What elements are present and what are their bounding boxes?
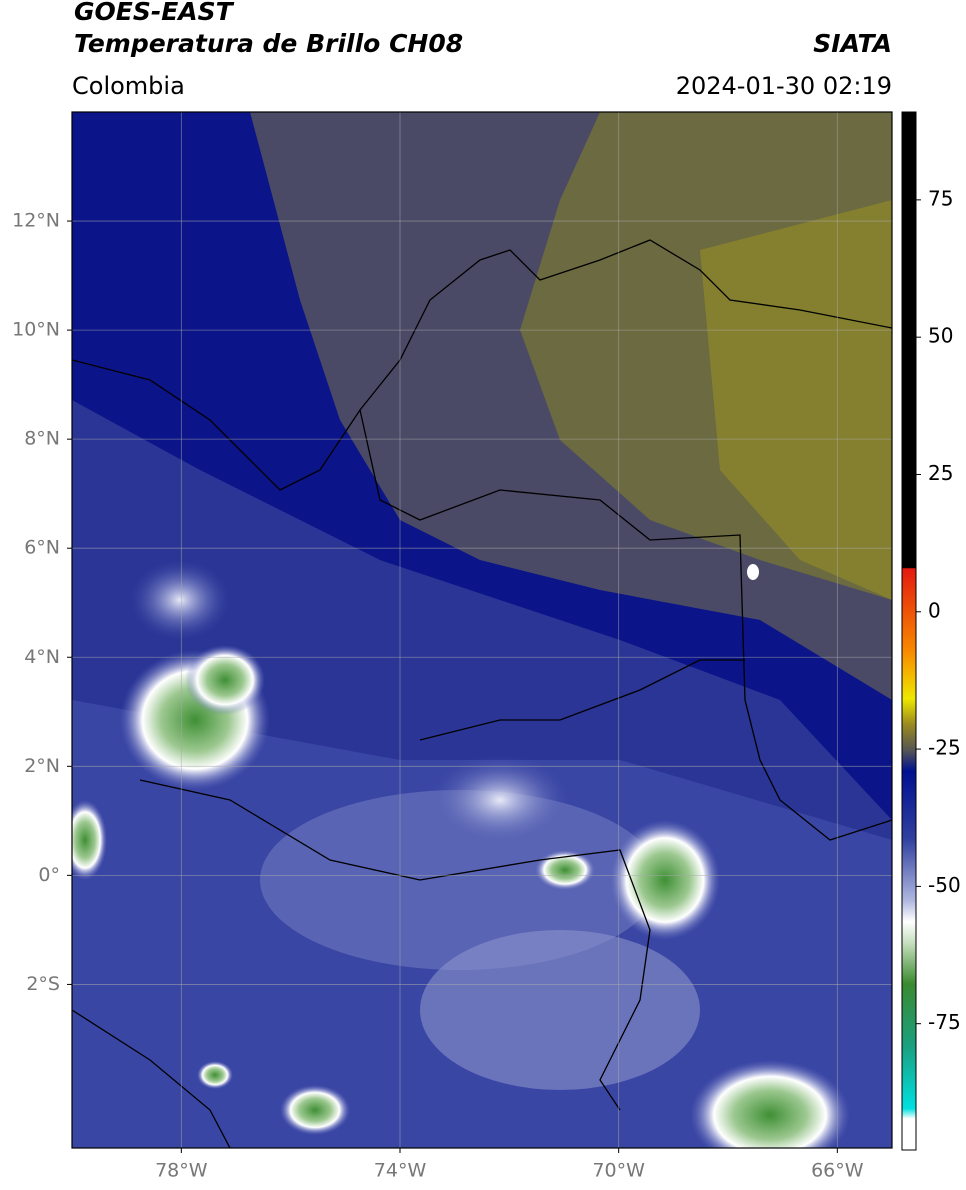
- colorbar-label: 25: [928, 461, 953, 485]
- map-frame: [71, 111, 893, 1149]
- y-tick-label: 2°N: [24, 755, 60, 777]
- y-tick-label: 12°N: [12, 210, 60, 232]
- colorbar: [901, 111, 917, 1151]
- y-tick-label: 2°S: [26, 973, 60, 995]
- border-line: [359, 409, 892, 841]
- y-tick-label: 4°N: [24, 646, 60, 668]
- timestamp: 2024-01-30 02:19: [676, 72, 892, 100]
- y-tick-label: 0°: [38, 864, 60, 886]
- colorbar-label: 0: [928, 598, 941, 622]
- x-tick-label: 66°W: [811, 1160, 864, 1182]
- x-tick-label: 78°W: [155, 1160, 208, 1182]
- colorbar-label: -25: [928, 736, 961, 760]
- y-tick-label: 6°N: [24, 537, 60, 559]
- y-tick-label: 8°N: [24, 428, 60, 450]
- graticule: [72, 112, 892, 1148]
- border-line: [419, 659, 745, 741]
- region: Colombia: [72, 72, 185, 100]
- colorbar-label: 50: [928, 324, 953, 348]
- x-tick-label: 74°W: [374, 1160, 427, 1182]
- x-tick-label: 70°W: [592, 1160, 645, 1182]
- y-tick-label: 10°N: [12, 319, 60, 341]
- source: SIATA: [813, 29, 892, 58]
- subtitle: Temperatura de Brillo CH08: [74, 29, 463, 58]
- colorbar-label: -50: [928, 873, 961, 897]
- colorbar-label: 75: [928, 186, 953, 210]
- coastline: [72, 239, 892, 491]
- border-line: [139, 779, 651, 1111]
- colorbar-label: -75: [928, 1010, 961, 1034]
- satellite-image: [72, 112, 892, 1148]
- border-line: [72, 1009, 231, 1148]
- title: GOES-EAST: [74, 0, 235, 26]
